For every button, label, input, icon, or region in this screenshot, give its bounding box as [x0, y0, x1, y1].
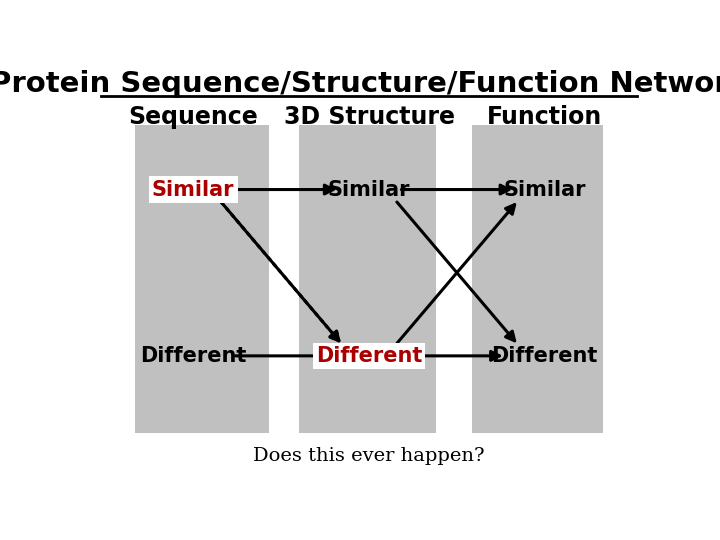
Text: 3D Structure: 3D Structure: [284, 105, 454, 129]
Bar: [135, 125, 269, 433]
Text: Function: Function: [487, 105, 603, 129]
Text: Similar: Similar: [328, 179, 410, 200]
Bar: [300, 125, 436, 433]
Text: Protein Sequence/Structure/Function Network: Protein Sequence/Structure/Function Netw…: [0, 70, 720, 98]
Bar: [472, 125, 603, 433]
Text: Different: Different: [492, 346, 598, 366]
Text: Different: Different: [316, 346, 422, 366]
Text: Does this ever happen?: Does this ever happen?: [253, 447, 485, 464]
Text: Similar: Similar: [152, 179, 235, 200]
Text: Different: Different: [140, 346, 246, 366]
Text: Similar: Similar: [503, 179, 586, 200]
Text: Sequence: Sequence: [128, 105, 258, 129]
